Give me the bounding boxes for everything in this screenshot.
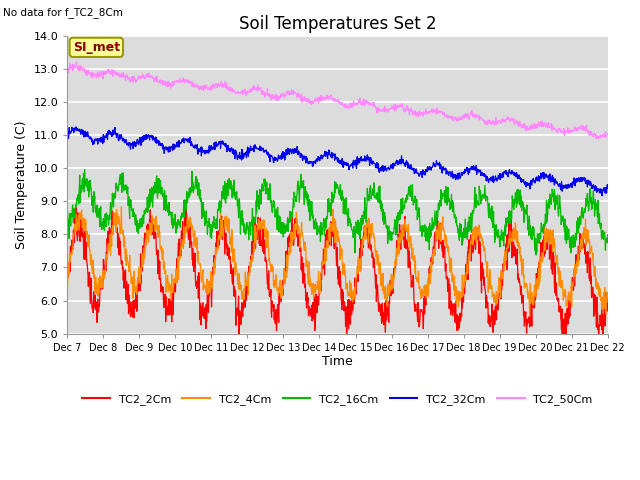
TC2_4Cm [525, 314, 533, 320]
TC2_32Cm [422, 168, 429, 174]
TC2_16Cm [532, 252, 540, 258]
TC2_16Cm [492, 222, 500, 228]
TC2_2Cm [492, 303, 500, 309]
TC2_50Cm [540, 120, 548, 125]
TC2_32Cm [72, 124, 80, 130]
TC2_50Cm [422, 107, 429, 112]
Text: SI_met: SI_met [73, 41, 120, 54]
TC2_2Cm [184, 223, 192, 228]
TC2_32Cm [244, 153, 252, 159]
TC2_16Cm [244, 224, 252, 230]
TC2_4Cm [540, 240, 548, 246]
TC2_2Cm [63, 260, 71, 266]
TC2_16Cm [81, 167, 88, 172]
TC2_2Cm [422, 300, 429, 306]
TC2_2Cm [561, 337, 569, 343]
TC2_50Cm [244, 89, 252, 95]
Line: TC2_50Cm: TC2_50Cm [67, 62, 608, 139]
TC2_50Cm [604, 130, 612, 136]
TC2_16Cm [184, 196, 192, 202]
TC2_50Cm [72, 59, 80, 65]
TC2_16Cm [422, 229, 429, 235]
TC2_16Cm [171, 219, 179, 225]
TC2_4Cm [63, 288, 71, 293]
TC2_32Cm [492, 175, 500, 181]
TC2_16Cm [540, 221, 548, 227]
TC2_16Cm [604, 232, 612, 238]
TC2_4Cm [118, 204, 125, 210]
Line: TC2_4Cm: TC2_4Cm [67, 207, 608, 317]
TC2_4Cm [244, 292, 252, 298]
TC2_32Cm [598, 193, 606, 199]
TC2_32Cm [63, 132, 71, 138]
TC2_4Cm [184, 217, 192, 223]
TC2_32Cm [171, 145, 179, 151]
TC2_50Cm [595, 136, 602, 142]
TC2_50Cm [171, 78, 179, 84]
TC2_2Cm [604, 301, 612, 307]
TC2_32Cm [604, 185, 612, 191]
TC2_50Cm [63, 65, 71, 71]
Legend: TC2_2Cm, TC2_4Cm, TC2_16Cm, TC2_32Cm, TC2_50Cm: TC2_2Cm, TC2_4Cm, TC2_16Cm, TC2_32Cm, TC… [78, 390, 597, 409]
Y-axis label: Soil Temperature (C): Soil Temperature (C) [15, 120, 28, 249]
Title: Soil Temperatures Set 2: Soil Temperatures Set 2 [239, 15, 436, 33]
TC2_2Cm [244, 276, 252, 282]
Line: TC2_32Cm: TC2_32Cm [67, 127, 608, 196]
TC2_50Cm [492, 119, 500, 125]
Text: No data for f_TC2_8Cm: No data for f_TC2_8Cm [3, 7, 123, 18]
TC2_32Cm [184, 139, 192, 145]
TC2_4Cm [604, 291, 612, 297]
TC2_4Cm [171, 276, 179, 282]
TC2_16Cm [63, 206, 71, 212]
Line: TC2_16Cm: TC2_16Cm [67, 169, 608, 255]
TC2_2Cm [182, 199, 190, 205]
TC2_32Cm [540, 170, 548, 176]
Line: TC2_2Cm: TC2_2Cm [67, 202, 608, 340]
TC2_4Cm [492, 288, 500, 294]
TC2_4Cm [422, 288, 429, 294]
TC2_2Cm [540, 233, 548, 239]
TC2_2Cm [170, 286, 178, 292]
X-axis label: Time: Time [322, 355, 353, 369]
TC2_50Cm [184, 79, 192, 84]
